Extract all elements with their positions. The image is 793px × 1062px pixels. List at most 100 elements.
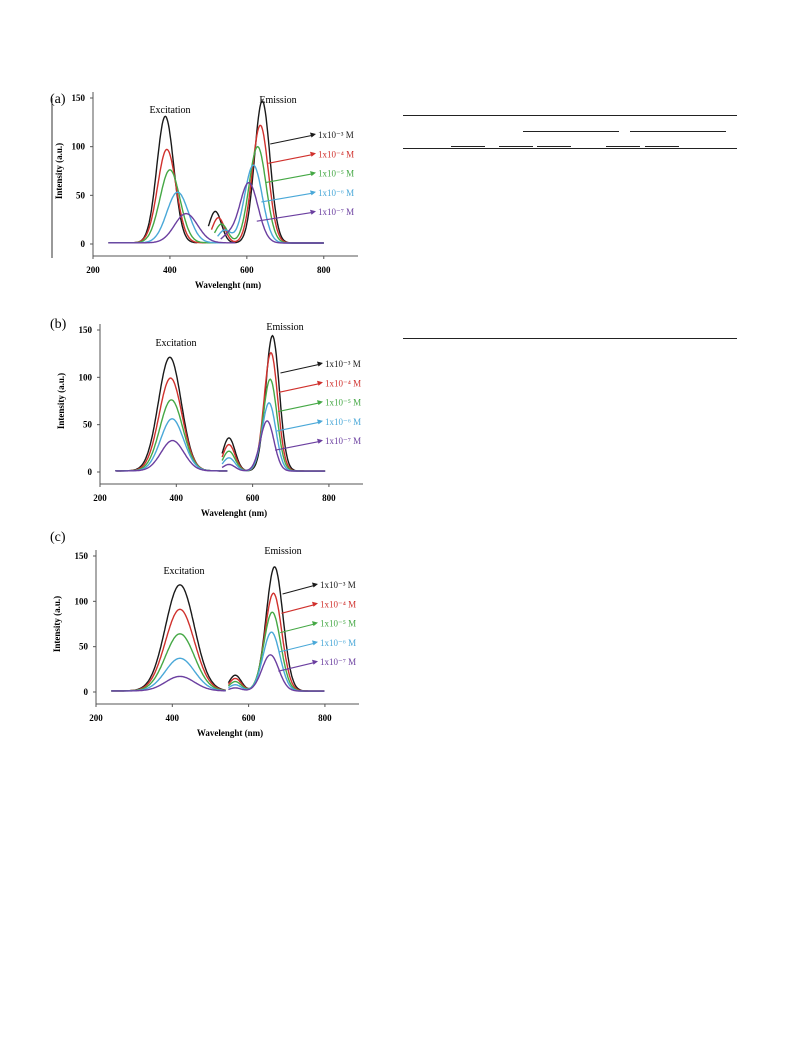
legend-arrow-5 [278,661,317,672]
y-tick-label: 100 [79,372,93,382]
excitation-curve-5 [115,439,228,472]
y-tick-label: 150 [72,93,86,103]
excitation-curve-3 [111,633,226,692]
legend-arrowhead-4 [312,640,318,646]
legend-arrowhead-3 [312,621,318,627]
legend-label-1: 1x10⁻³ M [320,580,356,590]
table-sub-rule-4 [606,146,640,147]
y-tick-label: 50 [76,190,86,200]
legend-label-4: 1x10⁻⁶ M [320,638,356,648]
legend-arrow-3 [280,623,317,634]
legend-arrowhead-1 [312,582,318,588]
x-tick-label: 200 [89,713,103,723]
excitation-curve-2 [115,377,228,472]
legend-arrowhead-2 [310,151,316,157]
x-tick-label: 400 [163,265,177,275]
x-tick-label: 200 [93,493,107,503]
x-axis-title: Wavelenght (nm) [201,508,267,518]
legend-arrow-4 [276,421,322,432]
table-group-rule-left [523,131,619,132]
emission-curve-1 [207,99,324,244]
y-axis-title: Intensity (a.u.) [54,143,64,199]
x-tick-label: 800 [318,713,332,723]
table-bottom-rule [403,338,737,339]
panel-label: (b) [50,317,67,332]
chart-panel-b: (b) 200 400 600 800 0 50 100 150 Wavelenght (nm) I… [50,317,363,518]
legend-label-4: 1x10⁻⁶ M [325,417,361,427]
legend-arrowhead-4 [317,419,323,425]
legend-arrow-5 [275,440,322,451]
legend-arrowhead-2 [317,380,323,386]
legend-label-1: 1x10⁻³ M [325,359,361,369]
legend-arrowhead-5 [312,659,318,665]
x-tick-label: 800 [322,493,336,503]
legend-label-3: 1x10⁻⁵ M [318,169,354,179]
table-sub-rule-5 [645,146,679,147]
legend-arrow-5 [256,211,315,222]
emission-curve-3 [227,611,325,692]
x-tick-label: 800 [317,265,331,275]
panel-label: (c) [50,530,66,545]
x-tick-label: 600 [240,265,254,275]
annotation-excitation: Excitation [149,105,190,116]
y-tick-label: 150 [75,551,89,561]
emission-curve-1 [221,334,326,472]
x-axis-title: Wavelenght (nm) [195,280,261,290]
y-tick-label: 0 [81,239,86,249]
y-axis-title: Intensity (a.u.) [56,373,66,429]
legend-arrowhead-4 [310,190,316,196]
table-header-rule [403,148,737,149]
excitation-curve-1 [111,584,226,692]
legend-arrowhead-3 [317,400,323,406]
legend-arrow-3 [278,402,322,413]
legend-label-3: 1x10⁻⁵ M [325,398,361,408]
x-tick-label: 200 [86,265,100,275]
legend-label-5: 1x10⁻⁷ M [325,436,361,446]
legend-label-1: 1x10⁻³ M [318,130,354,140]
table-sub-rule-1 [451,146,485,147]
table-group-rule-right [630,131,726,132]
y-tick-label: 100 [72,142,86,152]
emission-curve-2 [210,124,324,244]
excitation-curve-4 [115,418,228,472]
excitation-curve-1 [115,356,228,472]
legend-label-5: 1x10⁻⁷ M [318,207,354,217]
y-tick-label: 100 [75,596,89,606]
legend-arrowhead-5 [310,209,316,215]
legend-arrow-4 [279,642,317,653]
annotation-excitation: Excitation [155,338,196,349]
emission-curve-1 [227,566,325,692]
annotation-excitation: Excitation [163,566,204,577]
excitation-curve-5 [111,675,226,692]
legend-label-2: 1x10⁻⁴ M [320,599,356,609]
y-axis-title: Intensity (a.u.) [52,596,62,652]
excitation-curve-3 [108,169,217,244]
y-tick-label: 150 [79,325,93,335]
legend-arrowhead-2 [312,601,318,607]
legend-label-3: 1x10⁻⁵ M [320,619,356,629]
legend-label-2: 1x10⁻⁴ M [318,149,354,159]
emission-curve-2 [221,351,326,472]
y-tick-label: 0 [88,467,93,477]
y-tick-label: 50 [83,420,93,430]
legend-arrowhead-1 [317,361,323,367]
legend-arrow-1 [270,134,315,145]
legend-arrowhead-5 [317,438,323,444]
emission-curve-5 [221,420,326,472]
x-tick-label: 400 [170,493,184,503]
table-sub-rule-2 [499,146,533,147]
x-axis-title: Wavelenght (nm) [197,728,263,738]
legend-arrowhead-1 [310,132,316,138]
y-tick-label: 50 [79,642,89,652]
legend-label-5: 1x10⁻⁷ M [320,657,356,667]
legend-arrow-2 [281,603,317,614]
table-sub-rule-3 [537,146,571,147]
y-tick-label: 0 [84,687,89,697]
emission-curve-5 [220,182,324,244]
legend-label-4: 1x10⁻⁶ M [318,188,354,198]
excitation-curve-5 [108,212,236,244]
legend-arrowhead-3 [310,171,316,177]
x-tick-label: 600 [246,493,260,503]
